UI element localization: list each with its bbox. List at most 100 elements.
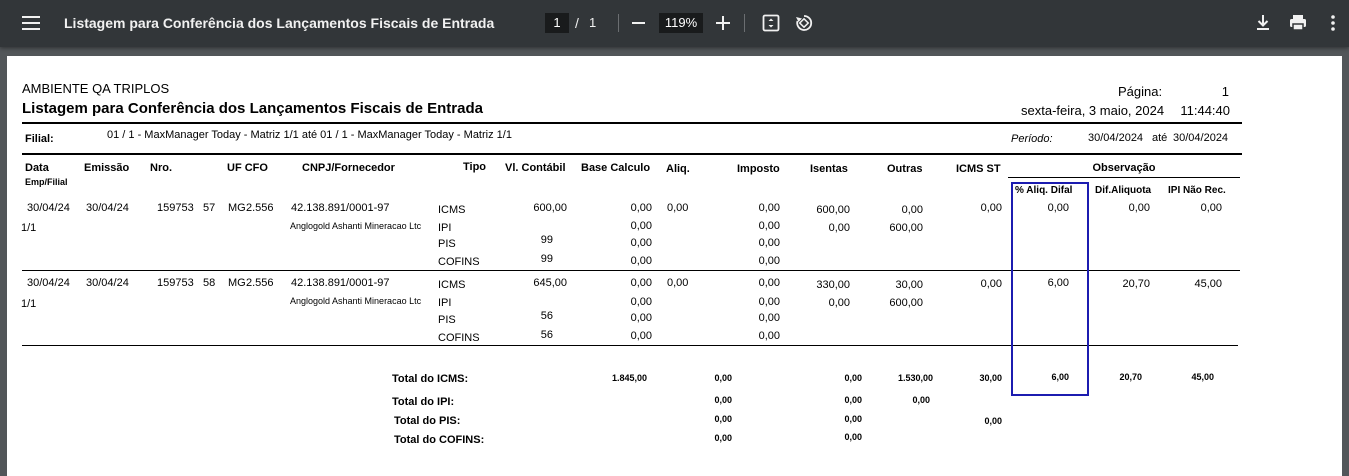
- periodo-ate: até: [1152, 132, 1168, 144]
- icms-ipi-nao-rec: 0,00: [1200, 202, 1222, 214]
- cofins-vl-contabil: 56: [540, 329, 553, 341]
- pdf-page: AMBIENTE QA TRIPLOS Listagem para Confer…: [7, 56, 1342, 476]
- header-cnpj: CNPJ/Fornecedor: [302, 162, 395, 174]
- page-number: 1: [1221, 84, 1229, 99]
- menu-icon[interactable]: [22, 14, 42, 32]
- total-cofins-label: Total do COFINS:: [394, 434, 485, 446]
- company-name: AMBIENTE QA TRIPLOS: [22, 81, 170, 96]
- entry-data: 30/04/24: [27, 202, 70, 214]
- pis-base: 0,00: [630, 312, 652, 324]
- total-cofins-base: 0,00: [714, 433, 732, 443]
- icms-ipi-nao-rec: 45,00: [1194, 278, 1222, 290]
- icms-isentas: 600,00: [816, 204, 850, 216]
- cofins-base: 0,00: [630, 330, 652, 342]
- tipo-ipi: IPI: [438, 297, 452, 309]
- report-date: sexta-feira, 3 maio, 2024: [1021, 103, 1165, 118]
- total-icms-base: 0,00: [714, 373, 732, 383]
- report-time: 11:44:40: [1180, 103, 1230, 118]
- entry-cnpj: 42.138.891/0001-97: [291, 277, 390, 289]
- tipo-pis: PIS: [438, 314, 456, 326]
- total-pis-label: Total do PIS:: [394, 415, 461, 427]
- cofins-vl-contabil: 99: [540, 253, 553, 265]
- total-icms-aliq-difal: 6,00: [1051, 372, 1069, 382]
- entries-end-divider: [22, 345, 1238, 346]
- entry-fornecedor: Anglogold Ashanti Mineracao Ltc: [290, 296, 422, 306]
- periodo-end: 30/04/2024: [1173, 132, 1229, 144]
- header-icms-st: ICMS ST: [956, 163, 1001, 175]
- cofins-imposto: 0,00: [758, 255, 780, 267]
- icms-aliq: 0,00: [667, 202, 689, 214]
- header-aliq: Aliq.: [666, 163, 690, 175]
- print-icon[interactable]: [1288, 13, 1308, 33]
- entry-data: 30/04/24: [27, 277, 70, 289]
- total-icms-isentas: 0,00: [844, 373, 862, 383]
- fit-to-page-icon[interactable]: [762, 14, 780, 32]
- icms-imposto: 0,00: [758, 277, 780, 289]
- total-pis-isentas: 0,00: [844, 414, 862, 424]
- filter-divider: [22, 153, 1242, 155]
- ipi-imposto: 0,00: [758, 296, 780, 308]
- header-aliq-difal: % Aliq. Difal: [1015, 185, 1073, 196]
- icms-st: 0,00: [980, 278, 1002, 290]
- header-observacao: Observação: [1092, 162, 1156, 174]
- pdf-toolbar: Listagem para Conferência dos Lançamento…: [0, 0, 1349, 47]
- tipo-cofins: COFINS: [438, 256, 480, 268]
- entry-emissao: 30/04/24: [86, 202, 129, 214]
- header-nro: Nro.: [150, 162, 172, 174]
- header-base-calculo: Base Calculo: [581, 162, 651, 174]
- entry-cfo: 2.556: [246, 277, 274, 289]
- total-ipi-base: 0,00: [714, 395, 732, 405]
- total-pis-icms-st: 0,00: [984, 416, 1002, 426]
- periodo-label: Período:: [1011, 133, 1053, 145]
- total-ipi-label: Total do IPI:: [392, 396, 455, 408]
- total-ipi-outras: 0,00: [912, 395, 930, 405]
- total-pis-base: 0,00: [714, 414, 732, 424]
- tipo-cofins: COFINS: [438, 332, 480, 344]
- tipo-icms: ICMS: [438, 204, 466, 216]
- entry-emp-filial: 1/1: [21, 222, 37, 234]
- page-label: Página:: [1118, 84, 1163, 99]
- header-emissao: Emissão: [84, 162, 130, 174]
- header-dif-aliquota: Dif.Aliquota: [1095, 185, 1152, 196]
- cofins-imposto: 0,00: [758, 330, 780, 342]
- header-ipi-nao-rec: IPI Não Rec.: [1168, 185, 1226, 196]
- header-emp-filial: Emp/Filial: [25, 177, 68, 187]
- icms-st: 0,00: [980, 202, 1002, 214]
- rotate-icon[interactable]: [794, 13, 814, 33]
- icms-base: 0,00: [630, 277, 652, 289]
- observacao-underline: [1008, 177, 1240, 178]
- icms-imposto: 0,00: [758, 202, 780, 214]
- entry-emissao: 30/04/24: [86, 277, 129, 289]
- total-icms-outras: 1.530,00: [897, 373, 933, 383]
- entry-uf: MG: [228, 277, 246, 289]
- toolbar-divider: [618, 14, 619, 32]
- page-number-input[interactable]: 1: [545, 13, 569, 33]
- ipi-isentas: 0,00: [828, 297, 850, 309]
- zoom-in-button[interactable]: [714, 13, 732, 33]
- pis-imposto: 0,00: [758, 237, 780, 249]
- tipo-icms: ICMS: [438, 279, 466, 291]
- total-icms-label: Total do ICMS:: [392, 373, 469, 385]
- entry-cfo: 2.556: [246, 202, 274, 214]
- entry-uf: MG: [228, 202, 246, 214]
- pis-vl-contabil: 56: [540, 310, 553, 322]
- periodo-start: 30/04/2024: [1088, 132, 1144, 144]
- header-divider: [22, 122, 1242, 124]
- ipi-base: 0,00: [630, 296, 652, 308]
- ipi-isentas: 0,00: [828, 222, 850, 234]
- toolbar-divider: [744, 14, 745, 32]
- more-options-icon[interactable]: [1326, 13, 1340, 33]
- filial-label: Filial:: [25, 133, 54, 145]
- entry-cnpj: 42.138.891/0001-97: [291, 202, 390, 214]
- icms-aliq-difal: 0,00: [1047, 202, 1069, 214]
- zoom-level-input[interactable]: 119%: [659, 13, 703, 33]
- document-title: Listagem para Conferência dos Lançamento…: [64, 15, 495, 31]
- icms-aliq-difal: 6,00: [1047, 277, 1069, 289]
- header-tipo: Tipo: [463, 161, 487, 173]
- entry-divider: [22, 270, 1240, 271]
- entry-emp-filial: 1/1: [21, 298, 37, 310]
- header-imposto: Imposto: [737, 163, 780, 175]
- total-ipi-isentas: 0,00: [844, 395, 862, 405]
- download-icon[interactable]: [1254, 13, 1272, 33]
- zoom-out-button[interactable]: [630, 13, 648, 33]
